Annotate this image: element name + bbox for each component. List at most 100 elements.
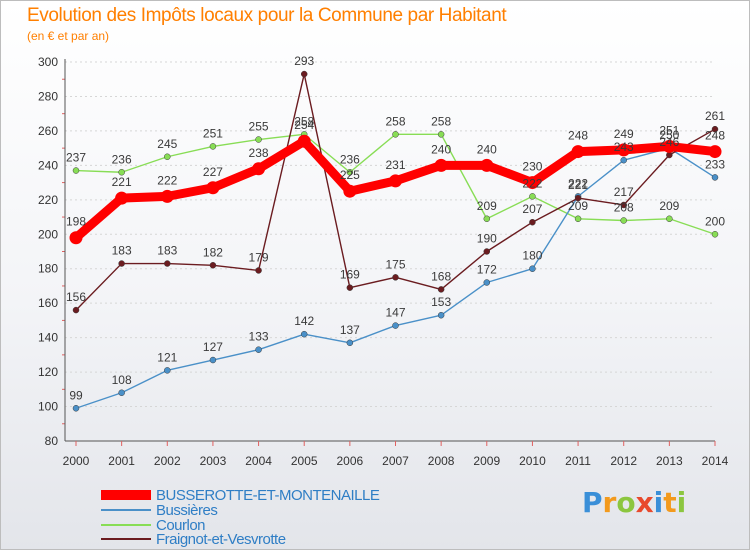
data-point-busserotte [115,191,129,205]
data-label-courlon: 208 [614,200,634,214]
legend-swatch-fraignot [101,538,151,540]
data-point-bussieres [437,311,445,319]
x-tick-label: 2006 [337,454,364,468]
data-point-courlon [711,231,719,238]
data-point-courlon [483,215,491,223]
data-label-bussieres: 127 [203,340,223,354]
data-point-bussieres [483,279,491,286]
data-point-bussieres [118,389,125,397]
data-point-bussieres [300,330,308,338]
data-point-fraignot [529,218,536,226]
y-tick-label: 140 [38,331,58,345]
x-tick-label: 2005 [291,454,318,468]
data-point-bussieres [392,322,399,329]
data-label-bussieres: 133 [249,330,269,344]
data-label-fraignot: 261 [705,109,725,123]
x-tick-label: 2007 [382,454,409,468]
data-label-courlon: 258 [294,114,314,128]
legend-label-bussieres: Bussières [156,502,218,519]
data-label-bussieres: 172 [477,263,497,277]
data-label-courlon: 258 [385,114,405,128]
data-label-bussieres: 153 [431,295,451,309]
logo-letter: i [653,486,664,519]
data-label-busserotte: 230 [522,160,542,174]
y-tick-label: 100 [38,400,58,414]
data-label-fraignot: 183 [112,244,132,258]
data-point-bussieres [529,265,536,272]
data-point-bussieres [346,339,354,347]
data-point-fraignot [118,260,125,267]
data-point-fraignot [164,260,171,267]
data-point-busserotte [708,145,722,159]
data-point-fraignot [711,125,719,133]
data-label-busserotte: 240 [431,142,451,156]
data-point-busserotte [69,231,83,245]
y-tick-label: 80 [45,434,59,448]
data-point-busserotte [297,134,311,148]
data-label-bussieres: 142 [294,314,314,328]
data-point-courlon [529,193,536,200]
data-label-fraignot: 179 [249,250,269,264]
data-label-fraignot: 183 [157,244,177,258]
data-label-courlon: 258 [431,114,451,128]
data-point-busserotte [252,162,266,176]
data-point-fraignot [483,248,491,255]
data-label-fraignot: 169 [340,268,360,282]
data-point-courlon [620,217,627,224]
data-point-busserotte [206,181,220,195]
legend-label-fraignot: Fraignot-et-Vesvrotte [156,531,286,548]
data-label-courlon: 251 [203,126,223,140]
x-tick-label: 2002 [154,454,181,468]
legend-label-courlon: Courlon [156,517,206,534]
chart-title: Evolution des Impôts locaux pour la Comm… [27,5,507,26]
data-point-busserotte [343,184,357,198]
data-point-fraignot [72,306,80,314]
data-label-busserotte: 240 [477,142,497,156]
data-label-bussieres: 147 [385,306,405,320]
logo-letter: i [676,486,687,519]
data-label-bussieres: 121 [157,350,177,364]
data-point-bussieres [72,405,80,412]
data-label-busserotte: 222 [157,173,177,187]
data-label-bussieres: 137 [340,323,360,337]
data-point-fraignot [300,70,308,78]
data-label-fraignot: 246 [659,135,679,149]
data-point-courlon [437,131,445,138]
y-tick-label: 280 [38,89,58,103]
data-label-courlon: 222 [522,176,542,190]
data-point-courlon [209,143,217,150]
data-label-busserotte: 249 [614,127,634,141]
y-tick-label: 120 [38,365,58,379]
logo-letter: r [602,486,617,519]
data-point-fraignot [392,274,399,281]
data-point-bussieres [255,346,262,353]
data-label-busserotte: 198 [66,215,86,229]
data-point-bussieres [711,174,719,181]
y-tick-label: 300 [38,55,58,69]
data-label-bussieres: 243 [614,140,634,154]
y-tick-label: 180 [38,262,58,276]
legend-label-busserotte: BUSSEROTTE-ET-MONTENAILLE [156,487,380,504]
data-label-courlon: 209 [568,199,588,213]
data-point-fraignot [620,201,627,209]
y-tick-label: 240 [38,158,58,172]
data-label-busserotte: 225 [340,168,360,182]
data-label-busserotte: 231 [385,158,405,172]
data-label-courlon: 255 [249,120,269,134]
data-point-courlon [72,167,80,174]
legend-swatch-busserotte [101,490,151,500]
x-tick-label: 2009 [473,454,500,468]
y-tick-label: 160 [38,296,58,310]
data-label-busserotte: 254 [294,118,314,132]
data-label-fraignot: 293 [294,54,314,68]
data-point-fraignot [574,194,582,202]
legend-swatch-courlon [101,524,151,526]
data-point-busserotte [480,158,494,172]
logo-letter: x [635,486,654,519]
x-tick-label: 2014 [702,454,729,468]
data-label-fraignot: 168 [431,269,451,283]
data-label-courlon: 236 [112,152,132,166]
data-point-courlon [118,169,125,176]
data-point-busserotte [571,145,585,159]
data-point-fraignot [666,151,673,159]
